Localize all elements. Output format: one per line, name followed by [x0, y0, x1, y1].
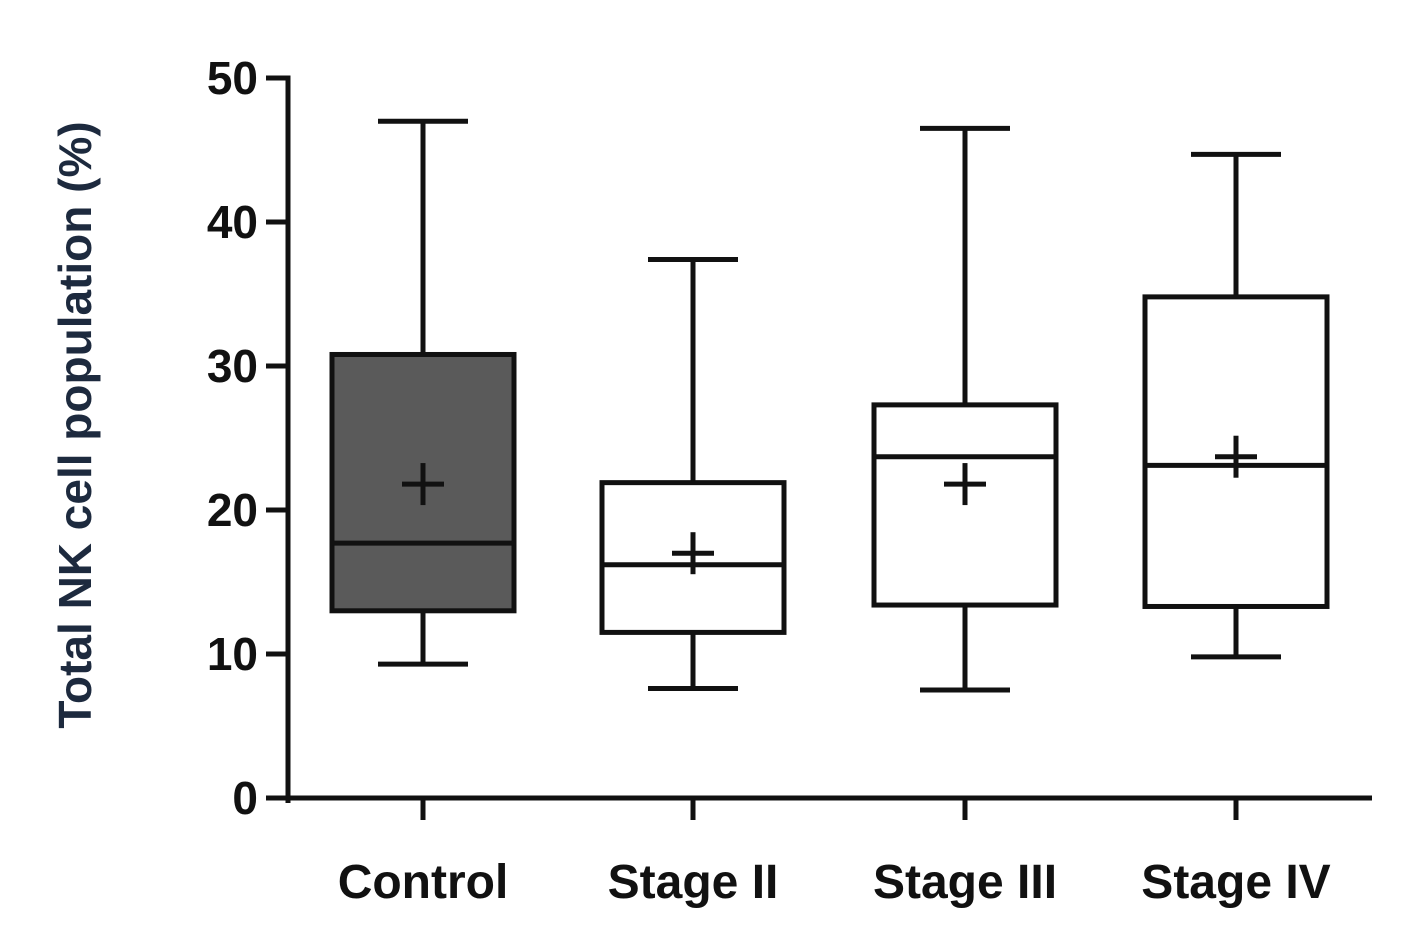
x-category-label: Stage IV — [1141, 856, 1330, 909]
y-tick-label: 10 — [207, 628, 258, 680]
y-tick-label: 0 — [232, 772, 258, 824]
y-tick-label: 20 — [207, 484, 258, 536]
box-stage-ii — [599, 256, 787, 692]
y-tick-label: 50 — [207, 52, 258, 104]
y-axis-title: Total NK cell population (%) — [49, 121, 101, 729]
x-category-label: Stage II — [608, 856, 779, 909]
y-tick-label: 30 — [207, 340, 258, 392]
box-stage-iii — [871, 125, 1059, 693]
y-tick-label: 40 — [207, 196, 258, 248]
axes: 0 10 20 30 40 50 Control Stage II Stage III Stage… — [207, 52, 1372, 909]
boxes — [329, 118, 1330, 693]
box-control — [329, 118, 517, 667]
x-category-label: Stage III — [873, 856, 1057, 909]
box-stage-iv — [1142, 151, 1330, 660]
x-category-label: Control — [338, 856, 509, 909]
